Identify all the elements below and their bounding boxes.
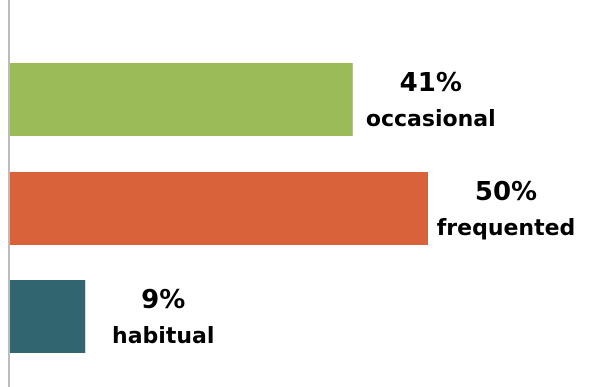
labels-layer: 41% occasional 50% frequented 9% habitual bbox=[112, 68, 575, 349]
bar-occasional bbox=[10, 63, 353, 136]
value-label-habitual: 9% bbox=[141, 285, 185, 315]
bar-habitual bbox=[10, 280, 86, 353]
category-label-habitual: habitual bbox=[112, 324, 214, 349]
category-label-occasional: occasional bbox=[366, 107, 496, 132]
bar-frequented bbox=[10, 172, 428, 245]
bars-layer bbox=[10, 63, 428, 353]
value-label-frequented: 50% bbox=[475, 177, 537, 207]
value-label-occasional: 41% bbox=[400, 68, 462, 98]
category-label-frequented: frequented bbox=[437, 216, 576, 241]
